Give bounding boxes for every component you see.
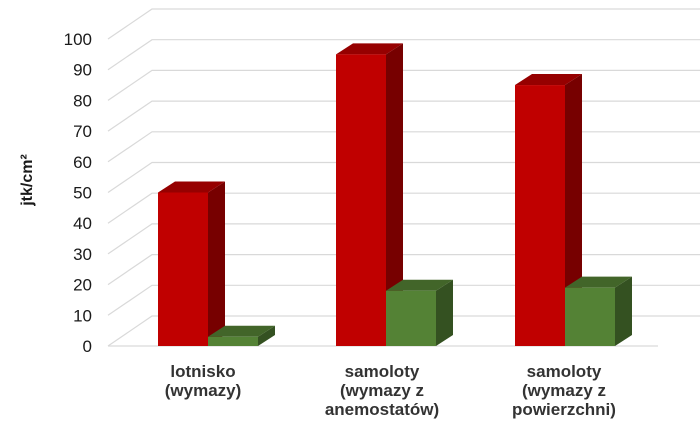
y-tick-label: 80: [73, 91, 92, 110]
y-tick-label: 0: [83, 337, 92, 356]
bar-top: [336, 43, 403, 55]
bar-front: [336, 54, 386, 346]
bar-side: [565, 74, 582, 347]
gridline: [107, 131, 700, 163]
bar: [336, 43, 403, 346]
bar: [386, 279, 453, 346]
bar-front: [515, 85, 565, 347]
bar-top: [515, 74, 582, 86]
bar-top: [565, 276, 632, 288]
bar-side: [615, 276, 632, 346]
y-tick-label: 40: [73, 214, 92, 233]
gridline: [107, 39, 700, 71]
y-tick-label: 50: [73, 184, 92, 203]
y-tick-label: 30: [73, 245, 92, 264]
bar-side: [258, 325, 275, 346]
x-category-label: lotnisko (wymazy): [165, 362, 242, 400]
x-axis-categories: lotnisko (wymazy) samoloty (wymazy z anemost…: [165, 362, 616, 419]
bars: [158, 43, 632, 347]
bar-top: [158, 181, 225, 193]
gridline: [107, 69, 700, 101]
bar-side: [208, 181, 225, 346]
y-tick-label: 70: [73, 122, 92, 141]
y-tick-label: 60: [73, 153, 92, 172]
bar-front: [158, 192, 208, 346]
bar-side: [386, 43, 403, 346]
x-category-label: samoloty (wymazy z anemostatów): [325, 362, 439, 419]
gridlines: [107, 8, 700, 347]
y-tick-label: 100: [64, 30, 92, 49]
bar-side: [436, 279, 453, 346]
bar: [565, 276, 632, 346]
bar-front: [208, 336, 258, 346]
gridline: [107, 100, 700, 132]
bar-top: [208, 325, 275, 337]
bar-front: [565, 287, 615, 346]
bar-top: [386, 279, 453, 291]
y-tick-label: 10: [73, 306, 92, 325]
bar: [158, 181, 225, 346]
y-tick-label: 90: [73, 61, 92, 80]
y-axis-title: jtk/cm²: [19, 154, 36, 207]
bar-front: [386, 290, 436, 346]
gridline: [107, 8, 700, 40]
bar: [208, 325, 275, 346]
y-tick-label: 20: [73, 276, 92, 295]
x-category-label: samoloty (wymazy z powierzchni): [512, 362, 616, 419]
bar: [515, 74, 582, 347]
y-axis-ticks: 0 10 20 30 40 50 60 70 80 90 100: [64, 30, 92, 356]
